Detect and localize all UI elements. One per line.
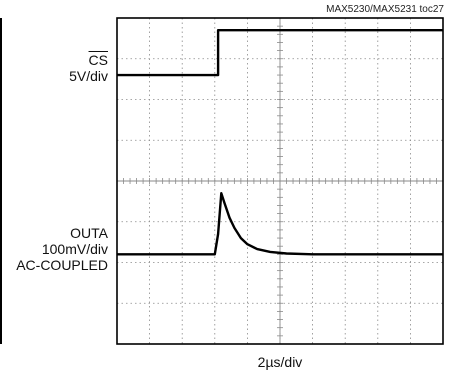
outa-channel-label: OUTA [70, 225, 108, 241]
cs-trace [117, 29, 443, 77]
cs-channel-label: CS [88, 52, 108, 68]
left-panel-edge [0, 18, 2, 344]
outa-trace [117, 192, 443, 256]
outa-label-block: OUTA 100mV/div AC-COUPLED [8, 225, 108, 273]
cs-label-block: CS 5V/div [20, 52, 108, 84]
outa-coupling-label: AC-COUPLED [16, 257, 108, 273]
x-axis-label: 2µs/div [257, 354, 303, 370]
scope-frame [116, 17, 444, 345]
outa-scale-label: 100mV/div [41, 241, 108, 257]
cs-scale-label: 5V/div [69, 68, 108, 84]
scope-grid [117, 18, 443, 344]
figure-id: MAX5230/MAX5231 toc27 [326, 4, 444, 15]
